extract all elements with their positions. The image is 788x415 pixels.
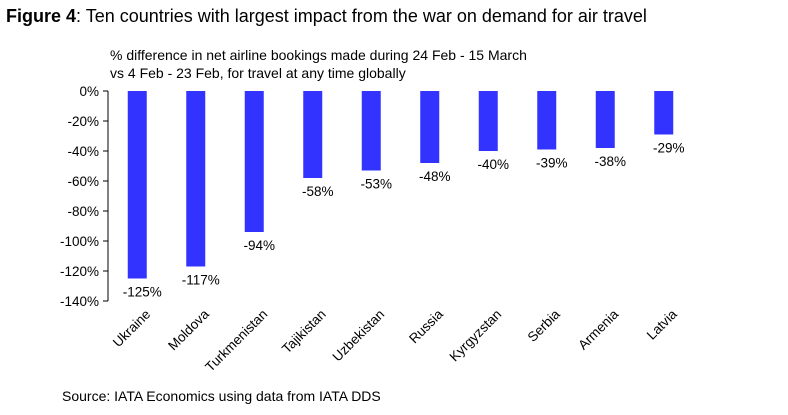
- y-tick-label: -60%: [67, 174, 99, 189]
- y-tick-label: -80%: [67, 204, 99, 219]
- category-label: Kyrgyzstan: [447, 307, 505, 365]
- bar: [537, 91, 557, 150]
- category-label: Latvia: [644, 306, 680, 342]
- category-label: Armenia: [575, 306, 622, 353]
- category-label: Ukraine: [110, 307, 154, 351]
- data-label: -29%: [653, 141, 685, 156]
- figure-title: Figure 4: Ten countries with largest imp…: [6, 6, 647, 27]
- bar: [244, 91, 264, 232]
- data-label: -117%: [182, 273, 220, 288]
- data-label: -94%: [243, 238, 275, 253]
- bar: [654, 91, 674, 135]
- bar: [361, 91, 381, 171]
- y-axis: 0% -20% -40% -60% -80% -100% -120% -140%: [60, 84, 109, 309]
- data-label: -38%: [594, 154, 626, 169]
- data-label: -40%: [477, 157, 509, 172]
- category-label: Uzbekistan: [330, 307, 388, 365]
- source-note: Source: IATA Economics using data from I…: [62, 388, 381, 404]
- subtitle-line-2: vs 4 Feb - 23 Feb, for travel at any tim…: [110, 65, 406, 81]
- y-tick-label: -20%: [67, 114, 99, 129]
- data-label: -39%: [536, 156, 568, 171]
- bar: [478, 91, 498, 151]
- subtitle-line-1: % difference in net airline bookings mad…: [110, 47, 527, 63]
- category-label: Tajikistan: [279, 307, 329, 357]
- bar: [595, 91, 615, 148]
- category-label: Turkmenistan: [202, 307, 270, 375]
- bars: [127, 91, 674, 279]
- bar: [127, 91, 147, 279]
- y-tick-label: -140%: [60, 294, 99, 309]
- category-label: Serbia: [525, 306, 564, 345]
- figure-label: Figure 4: [6, 6, 77, 26]
- data-labels: -125% -117% -94% -58% -53% -48% -40% -39% -38% -2…: [123, 141, 685, 300]
- category-label: Russia: [406, 306, 446, 346]
- y-tick-label: 0%: [79, 84, 99, 99]
- category-label: Moldova: [165, 306, 212, 353]
- data-label: -48%: [419, 169, 451, 184]
- y-tick-label: -120%: [60, 264, 99, 279]
- figure-title-text: : Ten countries with largest impact from…: [76, 6, 647, 26]
- data-label: -53%: [360, 177, 392, 192]
- bar: [303, 91, 323, 178]
- y-tick-label: -40%: [67, 144, 99, 159]
- y-tick-label: -100%: [60, 234, 99, 249]
- chart-subtitle: % difference in net airline bookings mad…: [110, 46, 527, 82]
- bar: [420, 91, 440, 163]
- data-label: -125%: [123, 285, 162, 300]
- bar: [186, 91, 206, 267]
- data-label: -58%: [302, 184, 334, 199]
